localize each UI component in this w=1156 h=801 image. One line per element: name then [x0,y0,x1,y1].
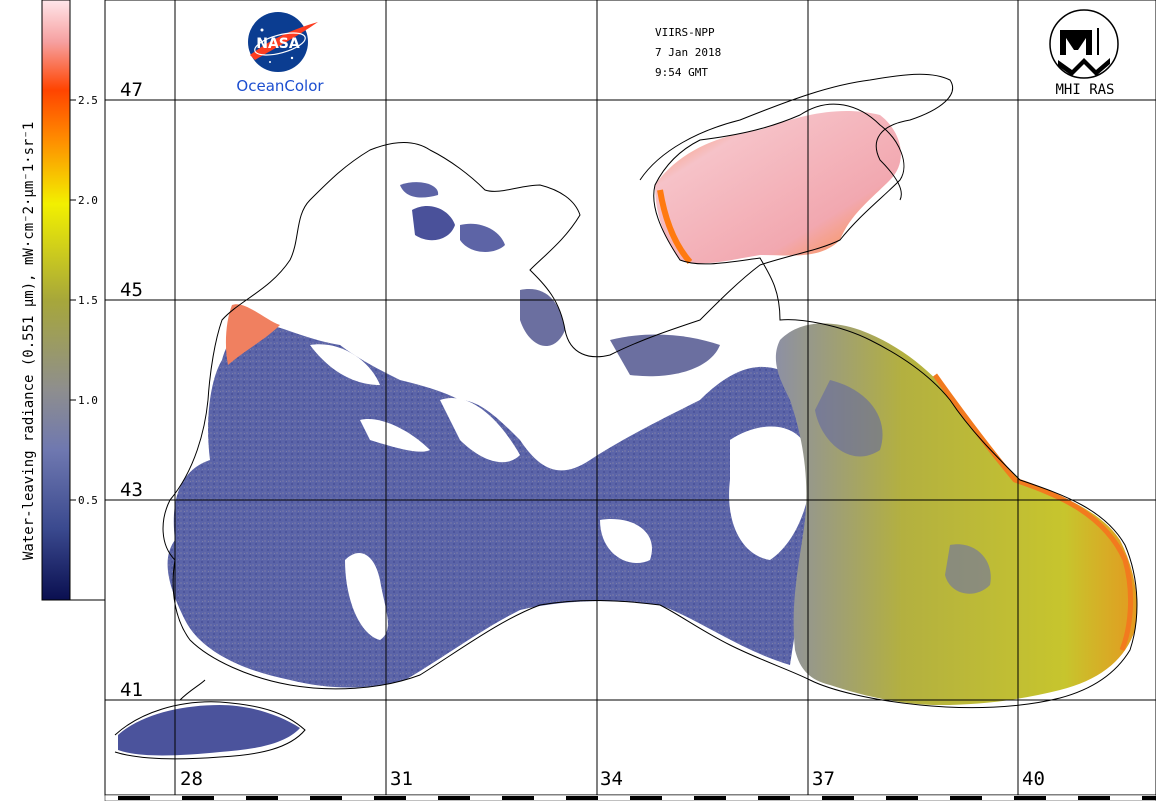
colorbar-tick-label: 2.5 [78,94,98,107]
time-label: 9:54 GMT [655,66,708,79]
nasa-caption: OceanColor [236,77,324,95]
crimea-west-patch [520,289,565,347]
lat-label-41: 41 [120,679,143,701]
cloud-patch [440,398,520,463]
east-eddy [945,544,991,594]
scale-bar-segment [630,796,662,800]
east-cloud-patch [815,380,883,457]
longitude-labels: 28 31 34 37 40 [180,768,1045,790]
latitude-labels: 47 45 43 41 [120,79,143,701]
scale-bar [104,794,1156,801]
bosporus [179,679,206,701]
map-area [105,0,1156,795]
scale-bar-segment [950,796,982,800]
scale-bar-segment [438,796,470,800]
east-cloud-hole [760,437,801,520]
colorbar-ticks: 0.5 1.0 1.5 2.0 2.5 [70,94,98,507]
marmara-coastline [114,701,306,760]
coastline [162,103,1138,709]
east-coast-front [932,373,1134,651]
date-label: 7 Jan 2018 [655,46,721,59]
scale-bar-segment [758,796,790,800]
lat-label-45: 45 [120,279,143,301]
azov-west-front [657,189,693,264]
scale-bar-segment [566,796,598,800]
scale-bar-segment [1142,796,1156,800]
colorbar-tick-label: 2.0 [78,194,98,207]
crimea-south-patch [610,334,720,377]
colorbar-tick-label: 0.5 [78,494,98,507]
marmara-sea-radiance [118,705,300,756]
cloud-patch [360,419,430,452]
azov-sea-radiance [655,110,901,264]
mhi-caption: MHI RAS [1055,82,1114,98]
cloud-patch [310,344,380,385]
colorbar-ramp [41,0,71,601]
nw-shelf-patch [460,223,505,252]
lon-label-28: 28 [180,768,203,790]
cloud-patch [600,519,652,564]
colorbar: 0.5 1.0 1.5 2.0 2.5 Water-leaving radiance (… [21,0,105,601]
scale-bar-segment [374,796,406,800]
cloud-patch [345,552,388,640]
azov-coastline [639,73,953,201]
sensor-label: VIIRS-NPP [655,26,715,39]
header: VIIRS-NPP 7 Jan 2018 9:54 GMT [655,26,721,79]
scale-bar-segment [502,796,534,800]
scale-bar-segment [694,796,726,800]
lon-label-37: 37 [812,768,835,790]
lat-lon-grid [105,0,1156,795]
lon-label-31: 31 [390,768,413,790]
lat-label-43: 43 [120,479,143,501]
lat-label-47: 47 [120,79,143,101]
scale-bar-segment [886,796,918,800]
colorbar-tick-label: 1.0 [78,394,98,407]
romania-coast-front [225,304,280,365]
colorbar-tick-label: 1.5 [78,294,98,307]
nw-shelf-patch [412,205,455,241]
scale-bar-segment [310,796,342,800]
lon-label-40: 40 [1022,768,1045,790]
scale-bar-segment [1014,796,1046,800]
scale-bar-segment [246,796,278,800]
scale-bar-segment [822,796,854,800]
nw-shelf-patch [400,182,439,198]
west-sea-radiance [167,323,810,688]
scale-bar-segment [118,796,150,800]
mhi-ras-logo: MHI RAS [1049,9,1119,98]
lon-label-34: 34 [600,768,623,790]
nasa-logo: NASA OceanColor [236,12,324,95]
scale-bar-segment [1078,796,1110,800]
scale-bar-segment [182,796,214,800]
nasa-logo-text: NASA [256,36,300,52]
colorbar-title: Water-leaving radiance (0.551 µm), mW·cm… [21,122,37,560]
